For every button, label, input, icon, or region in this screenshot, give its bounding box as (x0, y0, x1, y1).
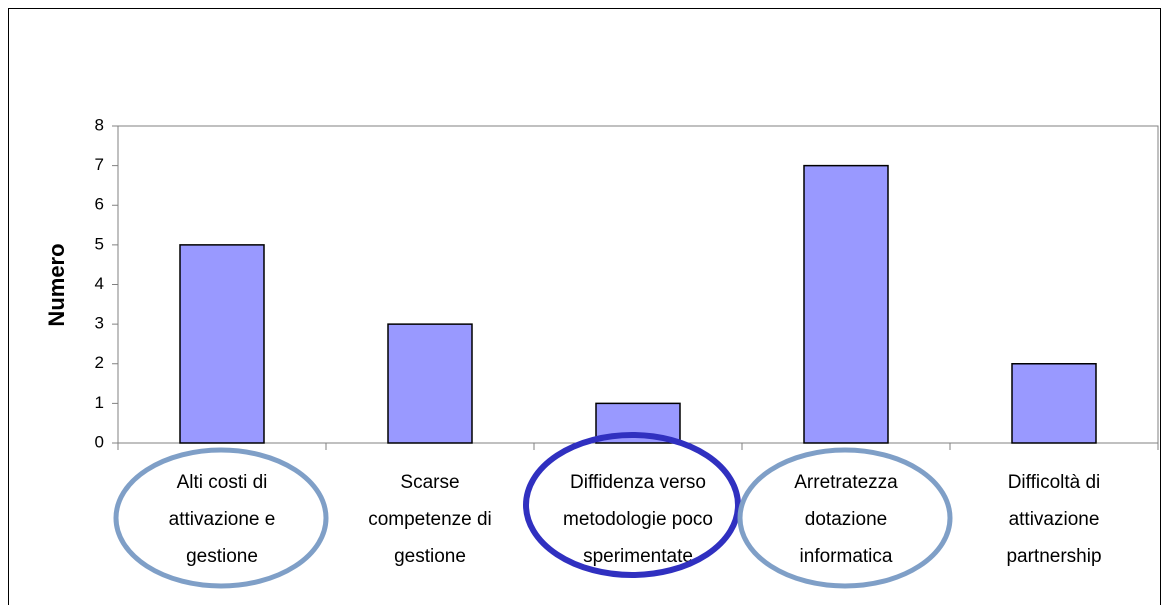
highlight-ellipse (113, 447, 329, 589)
x-tick-label: Arretratezza (794, 472, 898, 493)
x-tick-label: metodologie poco (563, 509, 713, 530)
bar (179, 244, 265, 444)
y-tick-label: 8 (95, 115, 104, 134)
y-tick-label: 1 (95, 393, 104, 412)
highlight-ellipse (523, 432, 741, 578)
bar (1011, 363, 1097, 444)
x-tick-label: attivazione e (169, 509, 276, 530)
x-tick-label: informatica (800, 546, 893, 567)
bar (803, 164, 889, 444)
x-tick-label: gestione (186, 546, 258, 567)
x-tick-label: dotazione (805, 509, 887, 530)
y-tick-label: 0 (95, 432, 104, 451)
y-tick-label: 7 (95, 155, 104, 174)
x-tick-label: sperimentate (583, 546, 693, 567)
x-tick-label: attivazione (1009, 509, 1100, 530)
x-tick-label: gestione (394, 546, 466, 567)
highlight-ellipse (737, 447, 953, 589)
y-axis-label: Numero (44, 243, 69, 326)
x-tick-label: Alti costi di (177, 472, 268, 493)
plot-area (117, 125, 1159, 444)
y-tick-label: 6 (95, 195, 104, 214)
bar (387, 323, 473, 444)
y-tick-label: 4 (95, 274, 104, 293)
x-tick-label: Difficoltà di (1008, 472, 1101, 493)
y-tick-label: 2 (95, 353, 104, 372)
x-tick-label: partnership (1006, 546, 1101, 567)
x-tick-label: Diffidenza verso (570, 472, 706, 493)
x-tick-label: Scarse (400, 472, 459, 493)
marks: 0 1 2 3 4 5 6 7 8 Alti costi di attivazione e gesti… (95, 115, 1159, 567)
y-tick-label: 5 (95, 234, 104, 253)
x-tick-label: competenze di (368, 509, 492, 530)
y-tick-label: 3 (95, 314, 104, 333)
